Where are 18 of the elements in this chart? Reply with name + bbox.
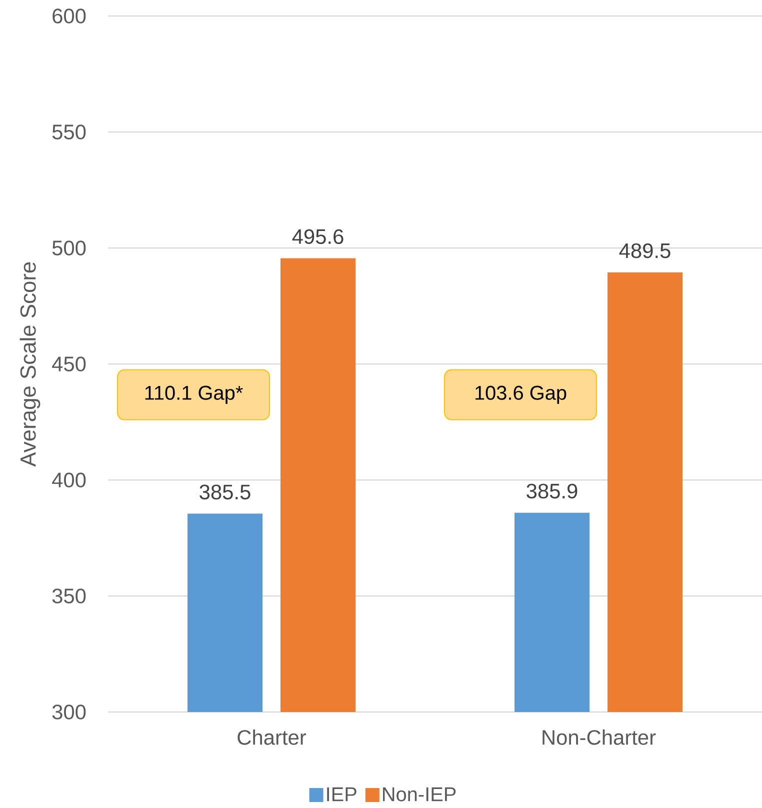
annotation: 103.6 Gap bbox=[475, 386, 566, 404]
annotation: 110.1 Gap* bbox=[145, 386, 243, 404]
y-tick-label: 350 bbox=[52, 588, 86, 604]
y-tick-label: 400 bbox=[52, 472, 86, 488]
x-tick-label: Charter bbox=[238, 730, 306, 745]
y-tick-label: 450 bbox=[52, 356, 86, 372]
legend-label: IEP bbox=[327, 787, 356, 802]
data-label: 489.5 bbox=[619, 243, 670, 258]
y-tick-label: 600 bbox=[52, 8, 86, 24]
x-tick-label: Non-Charter bbox=[542, 730, 656, 745]
legend-label: Non-IEP bbox=[383, 787, 456, 802]
data-label: 385.5 bbox=[200, 484, 250, 500]
y-tick-label: 550 bbox=[52, 124, 86, 140]
y-axis-title: Average Scale Score bbox=[20, 262, 40, 467]
y-tick-label: 500 bbox=[52, 240, 86, 256]
data-label: 385.9 bbox=[526, 484, 578, 499]
data-label: 495.6 bbox=[292, 229, 344, 244]
y-tick-label: 300 bbox=[52, 704, 86, 720]
